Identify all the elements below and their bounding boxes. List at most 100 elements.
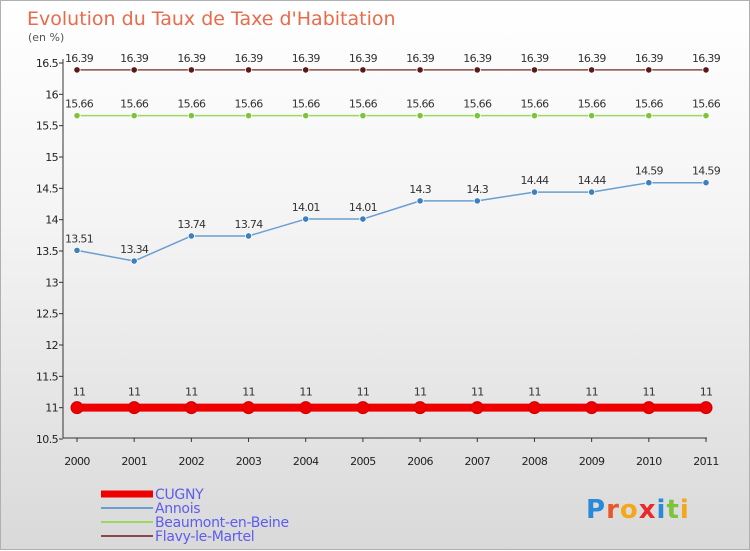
legend-entry: Flavy-le-Martel — [155, 529, 254, 545]
data-label: 16.39 — [235, 52, 264, 65]
data-point — [473, 197, 481, 205]
data-label: 11 — [357, 386, 370, 399]
series-line — [76, 181, 706, 262]
x-tick-label: 2007 — [464, 455, 490, 468]
data-label: 14.01 — [349, 201, 377, 214]
data-point — [359, 112, 367, 120]
series-layer: 16.39 16.39 16.39 16.39 16.39 16.39 16.39 16.39… — [65, 52, 721, 415]
data-point — [416, 112, 424, 120]
data-label: 11 — [242, 386, 255, 399]
y-tick-label: 13 — [45, 276, 58, 289]
y-tick-label: 15 — [45, 151, 58, 164]
data-label: 11 — [643, 386, 656, 399]
data-point — [244, 112, 253, 120]
y-tick-label: 14.5 — [36, 182, 59, 195]
data-label: 15.66 — [177, 98, 206, 111]
data-point — [645, 112, 653, 120]
legend: CUGNYAnnoisBeaumont-en-BeineFlavy-le-Mar… — [101, 487, 289, 545]
y-tick-label: 13.5 — [36, 245, 59, 258]
x-tick-label: 2003 — [236, 455, 262, 468]
data-label: 15.66 — [292, 98, 321, 111]
data-label: 14.3 — [409, 183, 431, 196]
data-point — [130, 257, 138, 265]
data-label: 13.34 — [120, 243, 149, 256]
data-label: 11 — [700, 386, 713, 399]
data-point — [473, 66, 481, 74]
data-point — [130, 112, 138, 120]
data-point — [244, 232, 253, 240]
data-label: 16.39 — [120, 52, 149, 65]
data-label: 16.39 — [349, 52, 378, 65]
legend-entry: CUGNY — [155, 487, 204, 503]
data-point — [473, 112, 481, 120]
data-point — [302, 215, 310, 223]
data-label: 13.74 — [235, 218, 264, 231]
x-tick-label: 2006 — [407, 455, 433, 468]
data-point — [127, 401, 141, 415]
data-point — [699, 401, 713, 415]
data-point — [702, 179, 710, 187]
data-label: 15.66 — [406, 98, 435, 111]
data-point — [416, 66, 424, 74]
data-point — [642, 401, 656, 415]
y-tick-label: 11 — [45, 402, 58, 415]
data-label: 15.66 — [635, 98, 664, 111]
data-label: 16.39 — [65, 52, 94, 65]
data-point — [242, 401, 256, 415]
y-tick-label: 14 — [45, 214, 58, 227]
legend-entry: Annois — [155, 501, 200, 517]
data-point — [470, 401, 484, 415]
data-label: 15.66 — [349, 98, 378, 111]
data-point — [302, 66, 310, 74]
series-annois: 13.51 13.34 13.74 13.74 14.01 14.01 14.3 14.3 14… — [65, 165, 721, 265]
data-point — [416, 197, 424, 205]
data-label: 16.39 — [406, 52, 435, 65]
y-tick-label: 10.5 — [36, 433, 59, 446]
axes: 10.5 11 11.5 12 12.5 13 13.5 14 14.5 15 15.5 16 16.5… — [36, 57, 719, 468]
data-label: 11 — [585, 386, 598, 399]
data-label: 16.39 — [635, 52, 664, 65]
data-point — [356, 401, 370, 415]
data-point — [299, 401, 313, 415]
proxiti-logo: Proxiti — [586, 495, 689, 525]
data-label: 11 — [185, 386, 198, 399]
y-tick-label: 11.5 — [36, 370, 59, 383]
data-point — [527, 401, 541, 415]
y-tick-label: 12 — [45, 339, 58, 352]
x-tick-label: 2008 — [522, 455, 548, 468]
data-point — [73, 66, 81, 74]
data-point — [530, 188, 539, 196]
data-point — [588, 188, 596, 196]
data-label: 11 — [414, 386, 427, 399]
data-point — [702, 112, 710, 120]
data-point — [359, 66, 367, 74]
data-label: 16.39 — [692, 52, 721, 65]
data-point — [530, 66, 539, 74]
legend-entry: Beaumont-en-Beine — [155, 515, 289, 531]
y-tick-label: 16.5 — [36, 57, 59, 70]
data-label: 15.66 — [578, 98, 607, 111]
series-cugny: 11 11 11 11 11 11 11 11 11 11 11 11 — [70, 386, 713, 415]
data-label: 13.74 — [177, 218, 206, 231]
data-point — [73, 112, 81, 120]
data-point — [413, 401, 427, 415]
x-tick-label: 2010 — [636, 455, 662, 468]
data-label: 14.59 — [635, 165, 664, 178]
data-point — [244, 66, 253, 74]
data-point — [187, 112, 195, 120]
series-flavy-le-martel: 16.39 16.39 16.39 16.39 16.39 16.39 16.39 16.39… — [65, 52, 721, 74]
data-point — [187, 232, 195, 240]
y-unit-label: (en %) — [28, 31, 64, 44]
x-tick-label: 2002 — [179, 455, 205, 468]
data-label: 15.66 — [463, 98, 492, 111]
data-label: 11 — [128, 386, 141, 399]
x-tick-label: 2009 — [579, 455, 605, 468]
data-label: 14.3 — [466, 183, 488, 196]
chart-title: Evolution du Taux de Taxe d'Habitation — [27, 8, 396, 30]
data-label: 14.44 — [578, 174, 607, 187]
data-label: 14.44 — [520, 174, 549, 187]
data-label: 14.01 — [292, 201, 320, 214]
x-tick-label: 2000 — [64, 455, 90, 468]
